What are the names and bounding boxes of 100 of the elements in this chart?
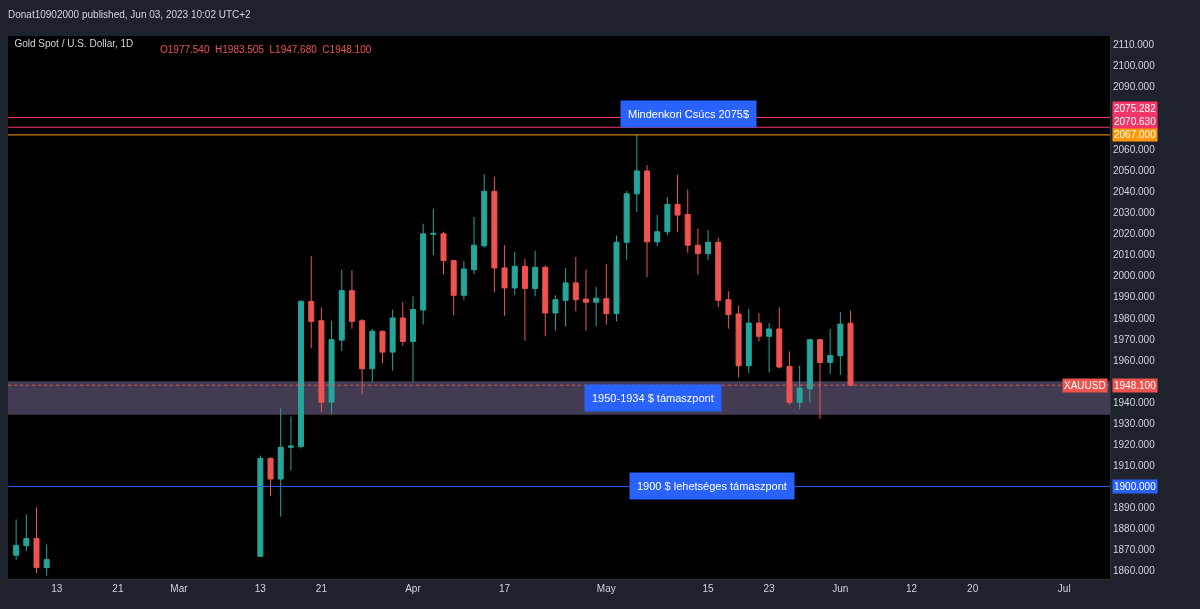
- candlestick: [684, 188, 691, 254]
- candlestick: [440, 231, 447, 276]
- x-tick-label: Jun: [832, 583, 849, 594]
- band-label: 1950-1934 $ támaszpont: [592, 392, 714, 404]
- annotation: Mindenkori Csúcs 2075$: [628, 108, 750, 120]
- candlestick: [430, 208, 437, 256]
- y-tick-label: 2030.000: [1113, 207, 1156, 219]
- y-tick-label: 1870.000: [1113, 544, 1156, 556]
- x-tick-label: Apr: [405, 583, 422, 594]
- candlestick: [511, 251, 518, 296]
- y-tick-label: 2010.000: [1113, 249, 1156, 261]
- candlestick: [13, 518, 20, 561]
- y-tick-label: 1970.000: [1113, 333, 1156, 345]
- text: Donat10902000 published, Jun 03, 2023 10:02 UTC+2: [8, 9, 252, 20]
- candlestick: [745, 308, 752, 374]
- candlestick: [603, 263, 610, 326]
- candlestick: [664, 196, 671, 236]
- annotation: XAUUSD: [1064, 380, 1106, 391]
- candlestick: [409, 295, 416, 383]
- candlestick: [298, 299, 305, 450]
- ref-line-label: 2070.630: [1114, 116, 1157, 127]
- y-tick-label: 2000.000: [1113, 270, 1156, 282]
- candlestick: [633, 134, 640, 213]
- candlestick: [308, 255, 315, 349]
- y-tick-label: 2110.000: [1113, 38, 1155, 50]
- candlestick: [725, 290, 732, 330]
- x-tick-label: 21: [112, 583, 124, 594]
- candlestick: [379, 329, 386, 364]
- candlestick: [705, 229, 712, 261]
- y-tick-label: 1910.000: [1113, 459, 1156, 471]
- candlestick: [562, 267, 569, 327]
- candlestick: [471, 216, 478, 275]
- candlestick: [806, 338, 813, 403]
- x-tick-label: May: [596, 583, 616, 594]
- y-tick-label: 1920.000: [1113, 438, 1156, 450]
- candlestick: [542, 264, 549, 337]
- candlestick: [460, 260, 467, 301]
- candlestick: [501, 244, 508, 317]
- candlestick: [654, 214, 661, 247]
- candlestick: [593, 286, 600, 327]
- candlestick: [776, 306, 783, 370]
- x-tick-label: 15: [702, 583, 715, 594]
- y-tick-label: 1990.000: [1113, 291, 1156, 303]
- candlestick: [389, 309, 396, 372]
- annotation: 1900 $ lehetséges támaszpont: [637, 480, 787, 492]
- y-tick-label: 1880.000: [1113, 522, 1156, 534]
- candlestick: [532, 250, 539, 297]
- candlestick: [420, 223, 427, 326]
- y-tick-label: 1980.000: [1113, 312, 1156, 324]
- candlestick: [552, 294, 559, 332]
- y-tick-label: 2040.000: [1113, 186, 1156, 198]
- x-tick-label: 12: [906, 583, 918, 594]
- candlestick: [43, 543, 50, 577]
- ref-line-label: 2067.000: [1114, 129, 1157, 140]
- candlestick: [623, 190, 630, 261]
- candlestick: [369, 328, 376, 383]
- candlestick: [837, 311, 844, 376]
- x-tick-label: 17: [499, 583, 511, 594]
- candlestick: [338, 269, 345, 352]
- y-tick-label: 1890.000: [1113, 501, 1156, 513]
- candlestick: [766, 322, 773, 374]
- candlestick: [328, 320, 335, 415]
- candlestick: [450, 259, 457, 316]
- candlestick: [521, 258, 528, 342]
- ref-line-label: 1900.000: [1114, 481, 1157, 492]
- candlestick: [23, 513, 30, 552]
- y-tick-label: 2020.000: [1113, 228, 1156, 240]
- y-tick-label: 2100.000: [1113, 59, 1156, 71]
- candlestick: [613, 235, 620, 322]
- y-tick-label: 2060.000: [1113, 144, 1156, 156]
- x-tick-label: Jul: [1057, 583, 1071, 594]
- candlestick: [694, 228, 701, 276]
- candlestick: [491, 176, 498, 293]
- candlestick: [755, 312, 762, 342]
- y-tick-label: 1930.000: [1113, 417, 1156, 429]
- candlestick: [348, 269, 355, 330]
- x-tick-label: 21: [315, 583, 328, 594]
- candlestick: [827, 328, 834, 375]
- x-tick-label: 23: [763, 583, 776, 594]
- candlestick: [33, 506, 40, 574]
- candlestick: [674, 174, 681, 233]
- candlestick: [277, 407, 284, 518]
- candlestick: [715, 237, 722, 308]
- y-tick-label: 1940.000: [1113, 396, 1156, 408]
- x-tick-label: 13: [254, 583, 267, 594]
- ref-line-label: 1948.100: [1114, 380, 1157, 391]
- candlestick: [735, 304, 742, 378]
- candlestick: [796, 365, 803, 410]
- y-tick-label: 1860.000: [1113, 565, 1156, 577]
- candlestick: [287, 416, 294, 472]
- x-tick-label: 20: [967, 583, 979, 594]
- candlestick: [481, 173, 488, 249]
- y-tick-label: 1960.000: [1113, 354, 1156, 366]
- candlestick: [257, 455, 264, 558]
- chart-title: Gold Spot / U.S. Dollar, 1D: [14, 37, 134, 49]
- candlestick: [582, 269, 589, 332]
- candlestick: [644, 164, 651, 278]
- x-tick-label: 13: [51, 583, 63, 594]
- candlestick: [572, 256, 579, 312]
- text: O1977.540 H1983.505 L1947.680 C1948.100: [160, 44, 372, 55]
